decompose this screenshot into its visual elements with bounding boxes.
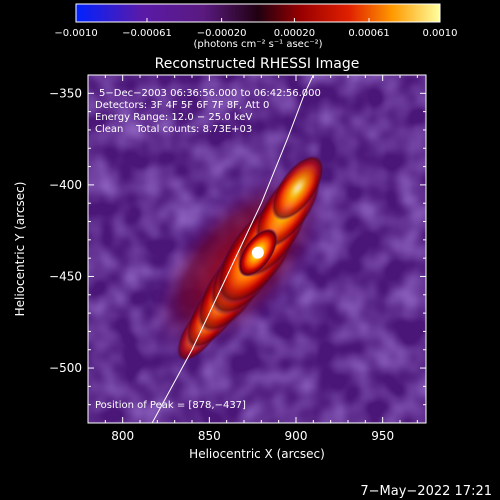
date-stamp: 7−May−2022 17:21 [360,484,492,499]
colorbar-ticks: −0.0010 −0.00061 −0.00020 0.00020 0.00061 0.0… [54,18,458,39]
x-tick-label: 900 [285,429,308,443]
chart-title: Reconstructed RHESSI Image [155,56,360,72]
peak-position-label: Position of Peak = [878,−437] [95,400,246,411]
y-tick-label: −500 [49,361,82,375]
x-tick-label: 950 [371,429,394,443]
y-tick-label: −450 [49,269,82,283]
annotation-energy: Energy Range: 12.0 − 25.0 keV [95,112,252,123]
colorbar-tick-label: 0.0010 [423,28,458,39]
y-tick-label: −350 [49,86,82,100]
peak-marker [251,246,264,259]
x-tick-label: 800 [111,429,134,443]
y-tick-label: −400 [49,178,82,192]
colorbar-tick-label: −0.0010 [54,28,97,39]
annotation-detectors: Detectors: 3F 4F 5F 6F 7F 8F, Att 0 [95,100,269,111]
solar-limb-line [151,75,314,423]
colorbar-tick-label: 0.00061 [348,28,389,39]
annotation-clean: Clean Total counts: 8.73E+03 [95,124,252,135]
x-tick-label: 850 [198,429,221,443]
colorbar-tick-label: 0.00020 [274,28,315,39]
colorbar-tick-label: −0.00020 [197,28,247,39]
annotation-time-range: 5−Dec−2003 06:36:56.000 to 06:42:56.000 [99,88,321,99]
colorbar-units: (photons cm⁻² s⁻¹ asec⁻²) [193,39,322,50]
x-axis-ticks: 800 850 900 950 [104,75,418,443]
heatmap-image [88,75,426,423]
colorbar [75,3,441,23]
y-axis-label: Heliocentric Y (arcsec) [13,182,27,317]
annotation-block: 5−Dec−2003 06:36:56.000 to 06:42:56.000 … [95,88,321,135]
flare-ridge-blob [271,154,325,221]
x-axis-label: Heliocentric X (arcsec) [189,447,325,461]
colorbar-tick-label: −0.00061 [122,28,172,39]
plot-frame [87,74,427,424]
y-axis-ticks: −500 −450 −400 −350 [49,74,426,406]
